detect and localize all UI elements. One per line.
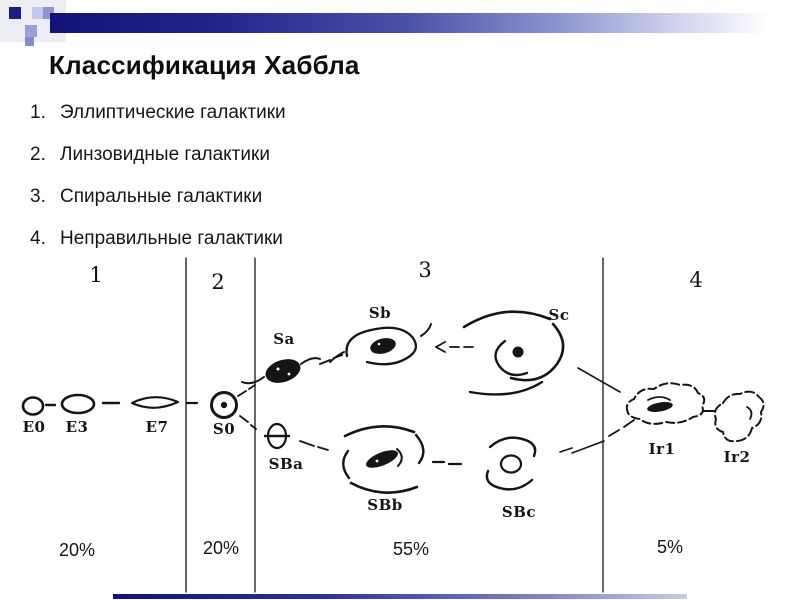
label-s0: S0 [212, 420, 236, 438]
sb-core [370, 338, 396, 354]
sc-core [512, 346, 524, 358]
sbb-galaxy-shape [345, 426, 414, 436]
sc-inner-arm [496, 341, 527, 375]
mosaic-square [32, 7, 43, 19]
label-sbc: SBc [501, 503, 537, 521]
sc-bottom-arm [470, 382, 542, 394]
label-sc: Sc [548, 306, 570, 324]
sa-galaxy-shape [265, 359, 301, 383]
label-sba: SBa [268, 455, 304, 473]
connector-dash [300, 441, 328, 450]
connector-dash [560, 448, 572, 452]
section-number-3: 3 [418, 258, 432, 282]
ir2-galaxy-shape [715, 392, 764, 442]
sb-arm [421, 324, 431, 336]
sc-outer-arm [511, 324, 563, 380]
list-item-irregular: 4. Неправильные галактики [0, 228, 420, 252]
percent-section-2: 20% [202, 538, 240, 558]
label-e3: E3 [65, 418, 89, 436]
sa-arm [242, 377, 264, 383]
percent-section-3: 55% [392, 539, 430, 559]
ir1-galaxy-shape [627, 383, 704, 424]
section-number-4: 4 [689, 268, 703, 292]
label-e7: E7 [145, 418, 169, 436]
sbb-bottom-arm [351, 483, 417, 493]
ir1-inner-arc [648, 397, 670, 400]
label-ir1: Ir1 [648, 440, 676, 458]
list-item-elliptical: 1. Эллиптические галактики [0, 102, 420, 126]
connector-dash [609, 420, 634, 436]
list-number: 3. [30, 186, 46, 207]
list-text: Спиральные галактики [60, 186, 263, 207]
label-sa: Sa [273, 330, 295, 348]
sbb-inner-hook [397, 449, 402, 466]
sa-arm [301, 358, 320, 364]
ir1-core [647, 402, 673, 412]
mosaic-square [25, 37, 34, 46]
list-number: 1. [30, 102, 46, 123]
label-sbb: SBb [367, 496, 403, 514]
fork-upper-dashes [238, 385, 255, 396]
list-text: Неправильные галактики [60, 228, 283, 249]
s0-galaxy-shape [212, 393, 237, 418]
mosaic-square [43, 7, 54, 19]
footer-gradient-bar [113, 594, 687, 599]
sc-galaxy-shape [464, 312, 550, 327]
sbb-core [366, 450, 398, 468]
arrow-head [436, 342, 445, 352]
list-item-lenticular: 2. Линзовидные галактики [0, 144, 420, 168]
label-e0: E0 [22, 418, 46, 436]
list-number: 2. [30, 144, 46, 165]
ir2-inner-hook [747, 407, 751, 419]
sbc-to-ir-line [572, 441, 604, 453]
sa-speck [287, 372, 291, 376]
list-number: 4. [30, 228, 46, 249]
page-title: Классификация Хаббла [49, 50, 360, 80]
mosaic-square [25, 25, 37, 37]
sa-speck [276, 367, 280, 371]
list-text: Линзовидные галактики [60, 144, 270, 165]
e0-galaxy-shape [23, 398, 43, 415]
list-text: Эллиптические галактики [60, 102, 286, 123]
sbb-speck [375, 459, 379, 463]
section-number-1: 1 [89, 263, 103, 287]
e3-galaxy-shape [62, 395, 94, 413]
sb-speck [377, 342, 381, 346]
header-gradient-bar [50, 13, 792, 33]
sbc-bottom-arm [487, 471, 532, 489]
sb-arm [330, 352, 344, 362]
percent-section-4: 5% [656, 537, 684, 557]
fork-lower-dashes [240, 416, 256, 429]
connector-dash [320, 355, 342, 364]
connector-dash [433, 462, 461, 464]
sc-to-ir-line [578, 368, 620, 392]
sbb-left-curl [343, 451, 349, 478]
s0-core [220, 401, 228, 409]
e7-galaxy-shape [132, 397, 178, 408]
section-number-2: 2 [211, 270, 225, 294]
percent-section-1: 20% [58, 540, 96, 560]
mosaic-square [9, 7, 21, 19]
list-item-spiral: 3. Спиральные галактики [0, 186, 420, 210]
sbc-core-ring [501, 456, 521, 473]
sb-galaxy-shape [347, 328, 416, 364]
label-sb: Sb [368, 304, 392, 322]
sbb-right-curl [416, 435, 423, 463]
sbc-galaxy-shape [490, 438, 535, 456]
label-ir2: Ir2 [723, 448, 751, 466]
